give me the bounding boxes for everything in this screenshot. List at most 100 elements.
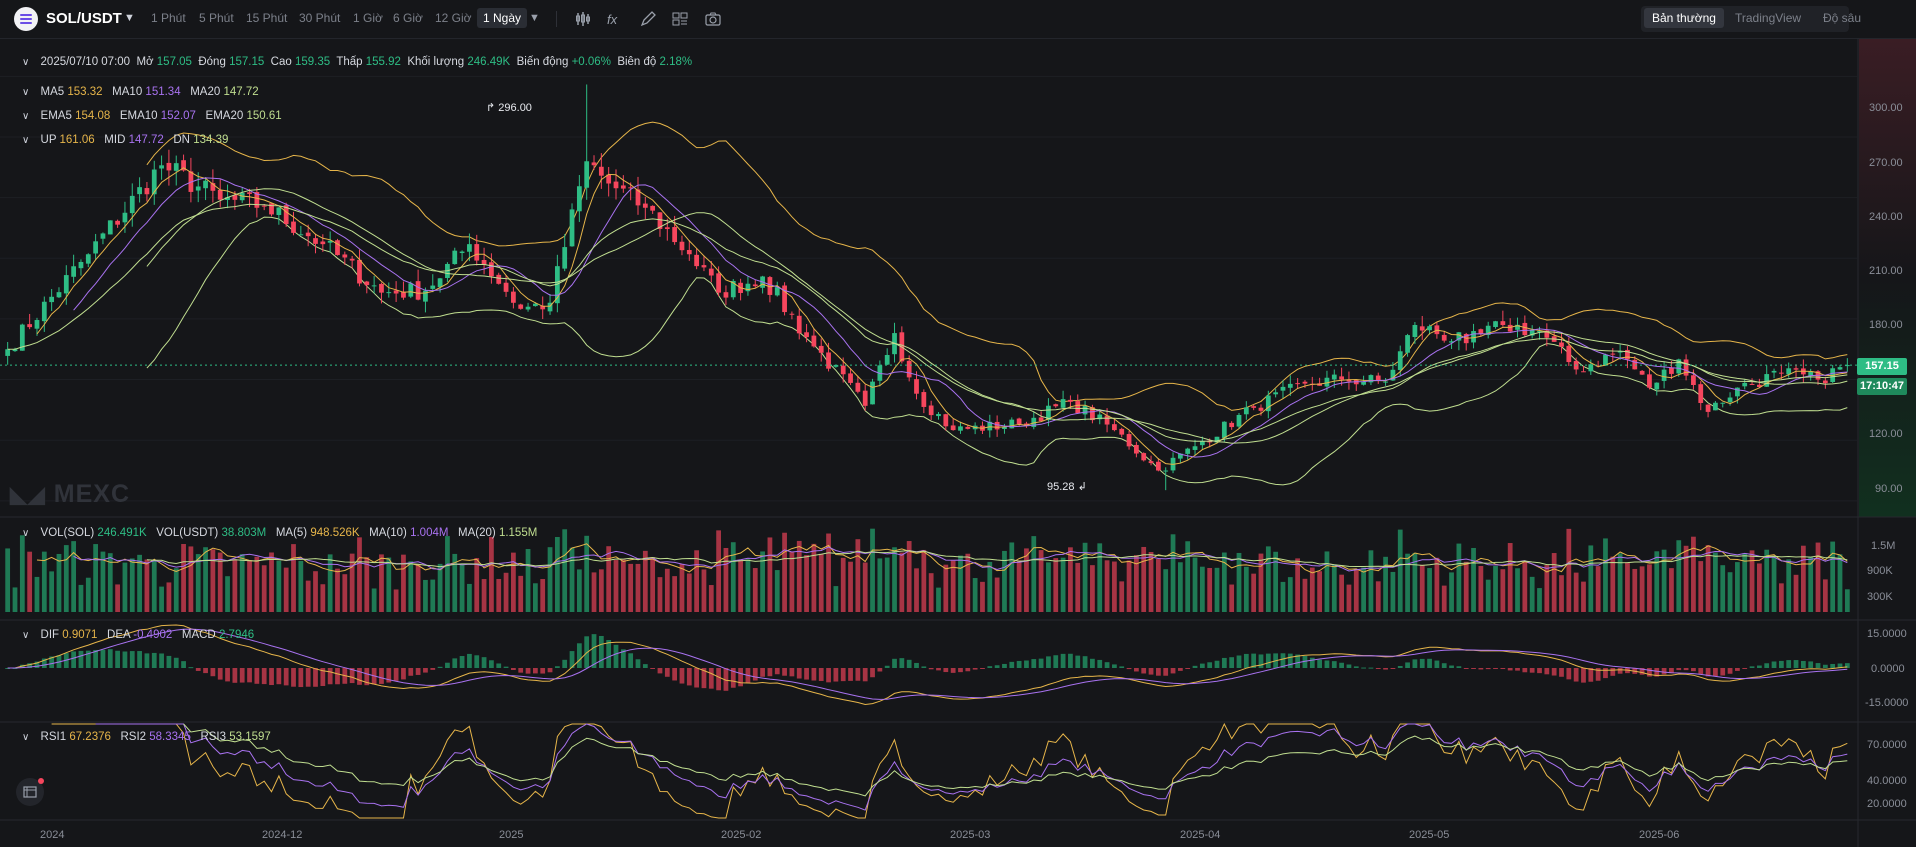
rsi1-line (51, 722, 1848, 819)
function-fx-icon[interactable]: fx (605, 9, 625, 29)
volume-bar (129, 558, 135, 612)
volume-bar (1544, 565, 1550, 612)
timeframe-30m[interactable]: 30 Phút (299, 11, 341, 25)
volume-bar (1485, 579, 1491, 612)
candle-body (679, 241, 685, 251)
rsi-tick: 40.0000 (1867, 775, 1907, 787)
volume-bar (41, 551, 47, 612)
volume-bar (1749, 550, 1755, 612)
candle-body (1155, 461, 1161, 471)
volume-bar (1090, 565, 1095, 612)
volume-bar (423, 579, 428, 612)
candle-body (1742, 382, 1748, 387)
candle-body (1485, 325, 1491, 336)
tab-depth[interactable]: Độ sâu (1823, 11, 1862, 25)
candle-body (870, 381, 875, 405)
timeframe-12h[interactable]: 12 Giờ (435, 11, 472, 25)
collapse-chevron-icon[interactable]: ∨ (22, 57, 30, 68)
collapse-chevron-icon[interactable]: ∨ (22, 135, 30, 146)
price-tick: 120.00 (1869, 428, 1903, 440)
volume-bar (459, 564, 465, 612)
collapse-chevron-icon[interactable]: ∨ (22, 528, 30, 539)
volume-bar (166, 582, 172, 612)
timeframe-15m[interactable]: 15 Phút (246, 11, 288, 25)
collapse-chevron-icon[interactable]: ∨ (22, 87, 30, 98)
volume-bar (1177, 562, 1183, 612)
candle-body (884, 354, 890, 365)
timeframe-1h[interactable]: 1 Giờ (353, 11, 383, 25)
tab-basic-view[interactable]: Bản thường (1644, 8, 1724, 28)
volume-bar (27, 551, 33, 612)
candle-body (305, 232, 311, 237)
macd-histogram-bar (716, 668, 721, 691)
timeframe-1m[interactable]: 1 Phút (151, 11, 186, 25)
candle-body (137, 187, 142, 195)
timeframe-6h[interactable]: 6 Giờ (393, 11, 423, 25)
floating-tool-button[interactable] (16, 778, 44, 806)
macd-histogram-bar (1793, 660, 1799, 668)
collapse-chevron-icon[interactable]: ∨ (22, 630, 30, 641)
macd-histogram-bar (1024, 660, 1029, 668)
macd-tick: 15.0000 (1867, 628, 1907, 640)
candle-body (151, 169, 157, 195)
candle-body (342, 254, 348, 258)
macd-histogram-bar (401, 668, 406, 680)
volume-bar (1698, 561, 1704, 612)
timeframe-1d[interactable]: 1 Ngày (477, 8, 528, 28)
timeframe-5m[interactable]: 5 Phút (199, 11, 234, 25)
tab-tradingview[interactable]: TradingView (1735, 11, 1802, 25)
indicator-bars-icon[interactable] (573, 9, 593, 29)
volume-bar (1155, 559, 1161, 612)
candle-body (547, 302, 553, 312)
volume-bar (1324, 551, 1330, 612)
volume-bar (210, 549, 216, 612)
volume-bar (518, 575, 524, 612)
price-tick: 90.00 (1875, 483, 1903, 495)
collapse-chevron-icon[interactable]: ∨ (22, 732, 30, 743)
volume-bar (760, 551, 765, 612)
candle-body (1390, 369, 1396, 381)
macd-histogram-bar (657, 668, 663, 674)
volume-bar (93, 544, 98, 612)
macd-histogram-bar (818, 668, 824, 681)
volume-bar (305, 580, 311, 612)
macd-histogram-bar (100, 649, 106, 668)
candle-body (1302, 381, 1308, 384)
volume-bar (445, 536, 450, 612)
macd-histogram-bar (452, 658, 458, 668)
macd-histogram-bar (445, 662, 450, 668)
camera-screenshot-icon[interactable] (703, 9, 723, 29)
volume-bar (49, 571, 55, 612)
macd-histogram-bar (752, 668, 758, 681)
candle-body (1126, 434, 1132, 447)
volume-bar (818, 553, 824, 612)
collapse-chevron-icon[interactable]: ∨ (22, 111, 30, 122)
volume-bar (525, 549, 531, 612)
macd-histogram-bar (1588, 668, 1594, 682)
volume-bar (855, 539, 861, 612)
volume-bar (958, 555, 963, 612)
macd-histogram-bar (1199, 663, 1205, 668)
candle-body (357, 259, 362, 284)
volume-bar (1595, 566, 1601, 612)
macd-histogram-bar (1595, 668, 1601, 681)
volume-bar (401, 554, 406, 612)
volume-bar (1280, 581, 1286, 612)
candle-body (1002, 426, 1007, 429)
macd-histogram-bar (1720, 668, 1726, 676)
macd-histogram-bar (1698, 668, 1704, 674)
timeframe-more-icon[interactable]: ▼ (529, 12, 540, 24)
macd-histogram-bar (694, 668, 700, 688)
volume-bar (1463, 561, 1469, 612)
symbol-title[interactable]: SOL/USDT (46, 10, 122, 27)
draw-pencil-icon[interactable] (638, 9, 658, 29)
layout-grid-icon[interactable] (670, 9, 690, 29)
macd-histogram-bar (738, 668, 743, 687)
candle-body (203, 180, 208, 189)
symbol-dropdown-icon[interactable]: ▼ (124, 12, 135, 24)
volume-bar (1024, 548, 1029, 612)
macd-histogram-bar (796, 668, 802, 679)
volume-bar (701, 569, 707, 612)
candle-body (818, 345, 824, 353)
